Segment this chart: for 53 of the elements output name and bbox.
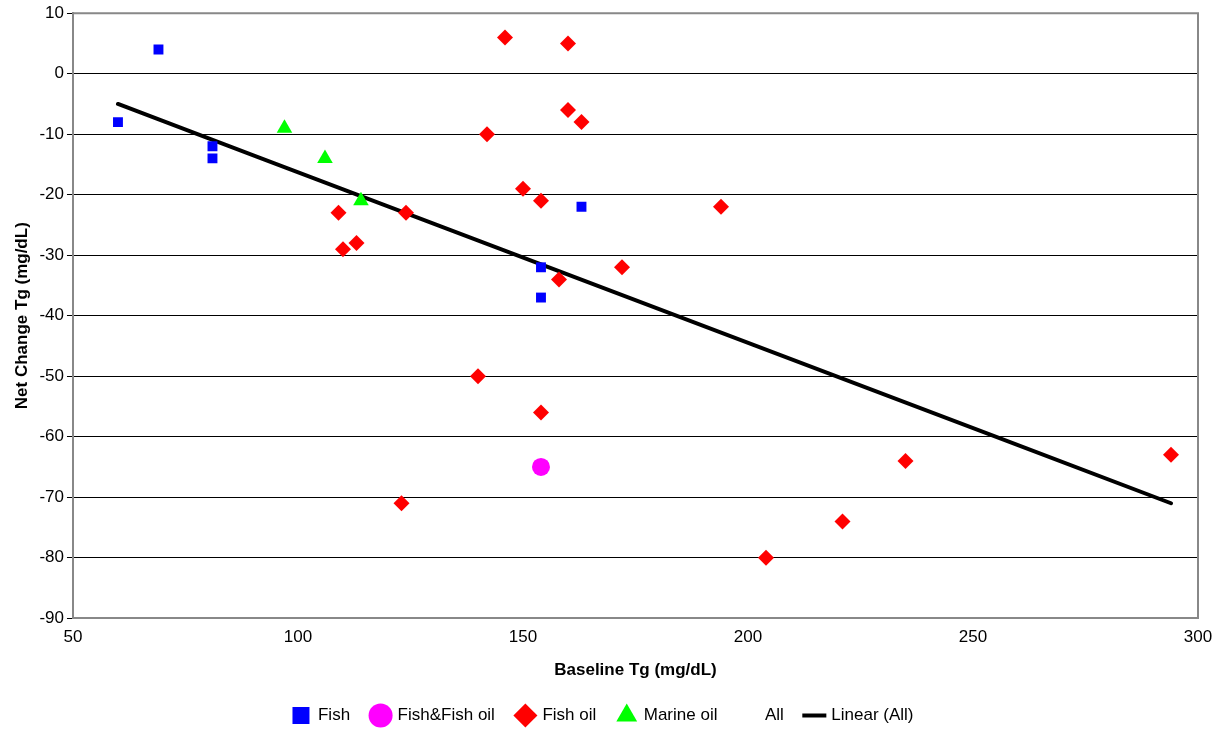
point	[113, 117, 123, 128]
point	[397, 204, 414, 221]
x-tick-label: 100	[283, 627, 313, 647]
point	[536, 262, 546, 273]
x-tick-label: 50	[63, 627, 83, 647]
point	[207, 153, 218, 164]
x-tick-label: 200	[733, 627, 763, 647]
y-tick-label: -30	[39, 244, 64, 264]
point	[834, 513, 851, 530]
point	[559, 102, 576, 118]
point	[757, 549, 774, 566]
x-tick-label: 150	[508, 627, 538, 647]
point	[573, 114, 590, 131]
point	[1163, 446, 1179, 463]
point	[613, 259, 630, 276]
point	[478, 126, 495, 143]
point	[576, 201, 587, 212]
point	[532, 192, 549, 209]
point	[393, 495, 410, 512]
y-tick-label: -90	[39, 607, 64, 627]
legend-label: Fish oil	[542, 705, 597, 725]
point	[712, 198, 729, 215]
x-tick-label: 300	[1183, 627, 1213, 647]
point	[550, 271, 567, 288]
y-tick-label: 0	[54, 63, 64, 83]
point	[330, 204, 347, 221]
point	[897, 452, 914, 469]
point	[532, 404, 549, 421]
y-tick-label: 10	[45, 2, 64, 22]
y-axis-title: Net Change Tg (mg/dL)	[11, 222, 31, 410]
point	[348, 235, 365, 252]
legend-label: Fish&Fish oil	[397, 705, 495, 725]
point	[496, 29, 513, 46]
legend-label: Fish	[317, 705, 351, 725]
point	[531, 457, 550, 476]
y-tick-label: -50	[39, 365, 64, 385]
point	[559, 35, 576, 52]
point	[536, 292, 546, 303]
legend-label: Linear (All)	[831, 705, 914, 725]
point	[334, 241, 351, 258]
y-tick-label: -70	[39, 486, 64, 506]
x-tick-label: 250	[958, 627, 988, 647]
y-tick-label: -20	[39, 184, 64, 204]
y-tick-label: -40	[39, 305, 64, 325]
legend-label: Marine oil	[643, 705, 718, 725]
point	[514, 180, 531, 197]
legend-label: All	[764, 705, 784, 725]
point	[469, 368, 486, 385]
point	[207, 141, 218, 152]
x-axis-title: Baseline Tg (mg/dL)	[554, 660, 717, 680]
y-tick-label: -10	[39, 123, 64, 143]
y-tick-label: -80	[39, 547, 64, 567]
y-tick-label: -60	[39, 426, 64, 446]
